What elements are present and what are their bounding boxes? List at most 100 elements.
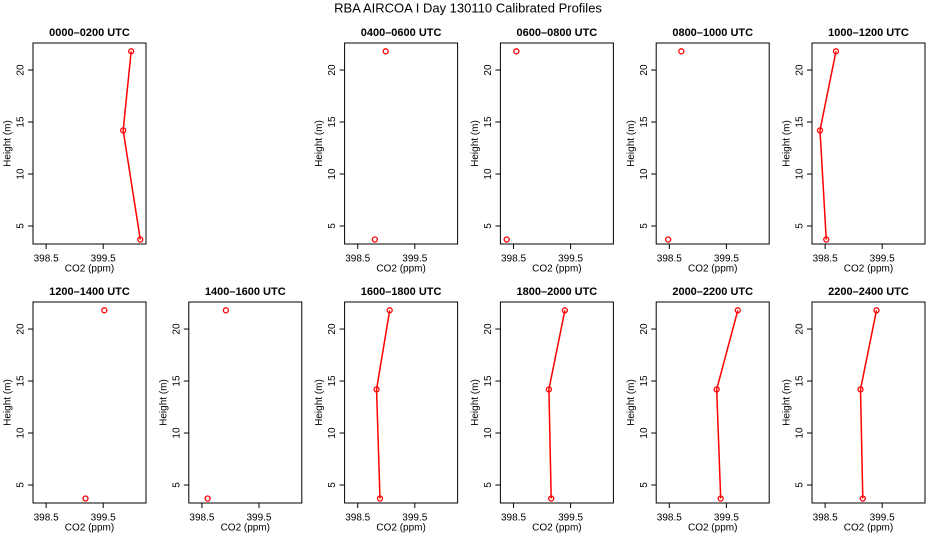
y-tick-label: 15 bbox=[795, 116, 806, 128]
y-tick-label: 15 bbox=[16, 375, 27, 387]
y-tick-label: 20 bbox=[483, 323, 494, 335]
y-tick-label: 5 bbox=[327, 482, 338, 488]
plot-box bbox=[32, 42, 147, 245]
data-point bbox=[734, 307, 741, 314]
x-tick-label: 399.5 bbox=[558, 254, 583, 265]
y-tick-label: 10 bbox=[795, 168, 806, 180]
y-tick-label: 5 bbox=[639, 223, 650, 229]
y-tick-label: 20 bbox=[16, 323, 27, 335]
y-tick-label: 20 bbox=[16, 64, 27, 76]
x-axis-label: CO2 (ppm) bbox=[65, 523, 114, 534]
data-point bbox=[713, 386, 720, 393]
y-tick-label: 15 bbox=[16, 116, 27, 128]
x-axis-label: CO2 (ppm) bbox=[65, 264, 114, 275]
data-point bbox=[386, 307, 393, 314]
x-tick-label: 399.5 bbox=[870, 513, 895, 524]
x-tick-label: 399.5 bbox=[91, 513, 116, 524]
x-axis-label: CO2 (ppm) bbox=[688, 523, 737, 534]
data-point bbox=[503, 236, 510, 243]
y-tick-label: 5 bbox=[639, 482, 650, 488]
plot-box bbox=[811, 42, 926, 245]
plot-box bbox=[499, 42, 614, 245]
y-tick-label: 15 bbox=[483, 116, 494, 128]
x-tick-label: 399.5 bbox=[714, 513, 739, 524]
panel: 2000–2200 UTC 398.5 399.5 5 10 15 20 CO2 (ppm) H… bbox=[626, 286, 770, 534]
x-tick-label: 399.5 bbox=[558, 513, 583, 524]
data-point bbox=[857, 386, 864, 393]
y-axis-label: Height (m) bbox=[626, 120, 637, 167]
panel-title: 1200–1400 UTC bbox=[49, 286, 130, 298]
profile-line bbox=[819, 51, 837, 240]
x-axis-label: CO2 (ppm) bbox=[844, 523, 893, 534]
data-point bbox=[859, 495, 866, 502]
y-tick-label: 10 bbox=[16, 168, 27, 180]
panel: 2200–2400 UTC 398.5 399.5 5 10 15 20 CO2 (ppm) H… bbox=[782, 286, 926, 534]
x-tick-label: 398.5 bbox=[34, 254, 59, 265]
y-axis-label: Height (m) bbox=[782, 120, 793, 167]
x-tick-label: 398.5 bbox=[657, 513, 682, 524]
x-tick-label: 398.5 bbox=[189, 513, 214, 524]
main-title: RBA AIRCOA I Day 130110 Calibrated Profi… bbox=[334, 0, 602, 15]
data-point bbox=[717, 495, 724, 502]
data-point bbox=[545, 386, 553, 393]
y-tick-label: 15 bbox=[639, 116, 650, 128]
x-tick-label: 399.5 bbox=[91, 254, 116, 265]
x-tick-label: 399.5 bbox=[402, 513, 427, 524]
y-tick-label: 15 bbox=[327, 116, 338, 128]
y-tick-label: 10 bbox=[171, 427, 182, 439]
y-axis-label: Height (m) bbox=[470, 120, 481, 167]
x-axis-label: CO2 (ppm) bbox=[532, 264, 581, 275]
y-tick-label: 10 bbox=[327, 168, 338, 180]
data-point bbox=[832, 48, 840, 55]
panel-title: 0600–0800 UTC bbox=[517, 27, 598, 39]
x-tick-label: 399.5 bbox=[870, 254, 895, 265]
data-point bbox=[120, 127, 127, 134]
data-point bbox=[373, 386, 380, 393]
y-tick-label: 15 bbox=[639, 375, 650, 387]
panel: 1800–2000 UTC 398.5 399.5 5 10 15 20 CO2 (ppm) H… bbox=[470, 286, 614, 534]
y-tick-label: 20 bbox=[639, 64, 650, 76]
y-tick-label: 10 bbox=[327, 427, 338, 439]
panel: 1200–1400 UTC 398.5 399.5 5 10 15 20 CO2 (ppm) H… bbox=[3, 286, 147, 534]
y-tick-label: 15 bbox=[795, 375, 806, 387]
y-tick-label: 15 bbox=[483, 375, 494, 387]
y-tick-label: 5 bbox=[171, 482, 182, 488]
y-axis-label: Height (m) bbox=[314, 379, 325, 426]
x-tick-label: 398.5 bbox=[345, 254, 370, 265]
x-tick-label: 399.5 bbox=[246, 513, 271, 524]
panel-title: 1000–1200 UTC bbox=[828, 27, 909, 39]
plot-box bbox=[655, 301, 770, 504]
x-tick-label: 398.5 bbox=[813, 254, 838, 265]
y-tick-label: 15 bbox=[327, 375, 338, 387]
data-point bbox=[128, 48, 135, 55]
x-tick-label: 398.5 bbox=[501, 513, 526, 524]
y-tick-label: 5 bbox=[16, 482, 27, 488]
y-tick-label: 10 bbox=[639, 168, 650, 180]
y-axis-label: Height (m) bbox=[158, 379, 169, 426]
x-axis-label: CO2 (ppm) bbox=[532, 523, 581, 534]
profile-line bbox=[859, 310, 878, 499]
panel: 1000–1200 UTC 398.5 399.5 5 10 15 20 CO2 (ppm) H… bbox=[782, 27, 926, 275]
data-point bbox=[513, 48, 520, 55]
x-tick-label: 398.5 bbox=[657, 254, 682, 265]
data-point bbox=[678, 48, 685, 55]
y-tick-label: 10 bbox=[16, 427, 27, 439]
y-axis-label: Height (m) bbox=[3, 120, 14, 167]
panel-title: 1800–2000 UTC bbox=[517, 286, 598, 298]
panel-title: 2200–2400 UTC bbox=[828, 286, 909, 298]
y-tick-label: 20 bbox=[639, 323, 650, 335]
x-tick-label: 398.5 bbox=[34, 513, 59, 524]
data-point bbox=[376, 495, 384, 502]
plot-box bbox=[655, 42, 770, 245]
panel: 1600–1800 UTC 398.5 399.5 5 10 15 20 CO2 (ppm) H… bbox=[314, 286, 459, 534]
y-tick-label: 20 bbox=[327, 323, 338, 335]
plot-box bbox=[811, 301, 926, 504]
x-axis-label: CO2 (ppm) bbox=[688, 264, 737, 275]
data-point bbox=[204, 495, 211, 502]
data-point bbox=[371, 236, 378, 243]
x-axis-label: CO2 (ppm) bbox=[221, 523, 270, 534]
data-point bbox=[82, 495, 89, 502]
data-point bbox=[101, 307, 108, 314]
y-tick-label: 20 bbox=[795, 323, 806, 335]
plot-box bbox=[499, 301, 614, 504]
